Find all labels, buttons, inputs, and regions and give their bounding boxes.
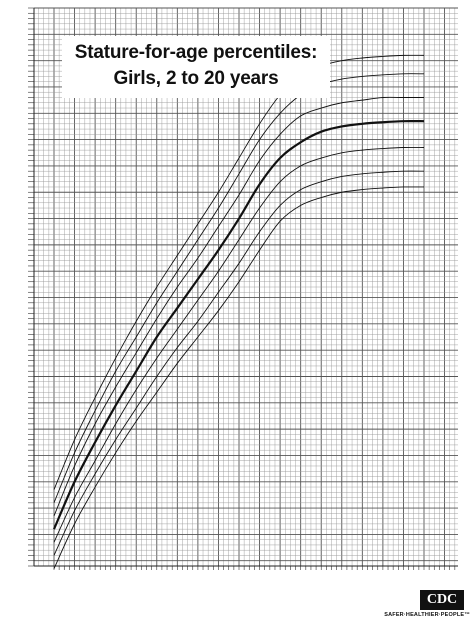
- grid: [28, 7, 458, 570]
- percentile-curve-7: [53, 54, 425, 490]
- percentile-curve-1: [53, 186, 425, 569]
- chart-title: Stature-for-age percentiles:: [74, 42, 318, 63]
- cdc-logo: CDC SAFER·HEALTHIER·PEOPLE™: [376, 590, 472, 622]
- percentile-curve-6: [53, 73, 425, 504]
- chart-title-box: Stature-for-age percentiles: Girls, 2 to…: [62, 36, 330, 98]
- percentile-curves: [52, 54, 425, 569]
- percentile-curve-4: [52, 120, 425, 530]
- cdc-logo-tagline: SAFER·HEALTHIER·PEOPLE™: [384, 612, 470, 618]
- chart-subtitle: Girls, 2 to 20 years: [113, 68, 279, 89]
- percentile-curve-2: [53, 170, 425, 556]
- percentile-curve-3: [53, 146, 425, 543]
- percentile-curve-5: [53, 96, 424, 517]
- cdc-logo-mark: CDC: [420, 590, 464, 610]
